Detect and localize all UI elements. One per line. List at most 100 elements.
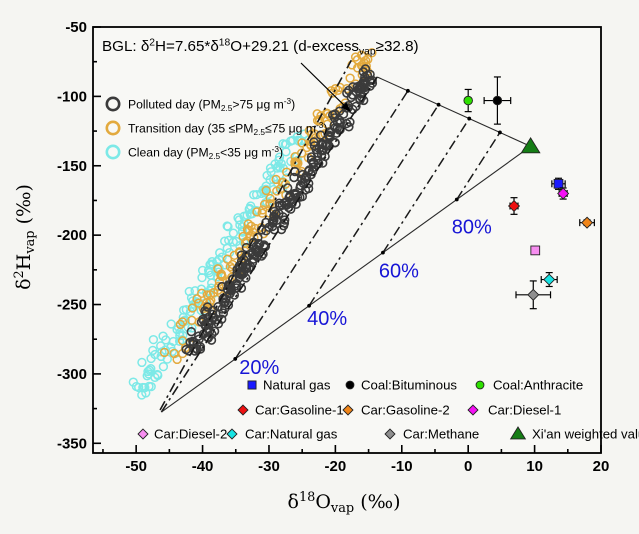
scatter-point-transition — [290, 157, 300, 167]
scatter-point-polluted — [264, 222, 274, 233]
scatter-point-clean — [140, 383, 150, 393]
scatter-point-polluted — [269, 206, 279, 217]
scatter-point-transition — [242, 236, 252, 246]
point-coal-anthracite — [463, 88, 473, 113]
point-car-diesel-1 — [557, 187, 570, 200]
x-tick-label: -40 — [192, 458, 214, 475]
fraction-tick-top — [405, 88, 410, 93]
bgl-annotation-text: BGL: δ2H=7.65*δ18O+29.21 (d-excessvap≥32… — [102, 38, 419, 58]
scatter-point-polluted — [258, 249, 268, 259]
scatter-point-transition — [261, 185, 271, 196]
x-tick-label: 20 — [593, 458, 610, 475]
legend-marker-diamond — [237, 404, 249, 416]
bgl-arrowhead — [341, 102, 351, 112]
legend-label: Coal:Bituminous — [361, 378, 457, 393]
scatter-point-clean — [249, 190, 259, 200]
scatter-point-transition — [367, 48, 377, 58]
y-tick-label: -200 — [57, 227, 87, 244]
y-tick-label: -150 — [57, 158, 87, 175]
scatter-point-clean — [134, 382, 144, 393]
legend-marker-diamond — [467, 404, 479, 416]
scatter-point-polluted — [282, 200, 292, 210]
day-legend: Polluted day (PM2.5>75 μg m-3) Transition… — [105, 96, 327, 161]
legend-label: Coal:Anthracite — [493, 378, 583, 393]
point-natural-gas — [551, 177, 566, 190]
y-tick-label: -250 — [57, 297, 87, 314]
scatter-point-polluted — [295, 180, 306, 191]
scatter-point-polluted — [308, 157, 319, 167]
scatter-point-transition — [312, 109, 322, 119]
mixing-top-line — [376, 76, 531, 147]
legend-marker-diamond — [137, 428, 149, 440]
scatter-point-polluted — [259, 240, 269, 250]
marker-square — [530, 245, 541, 256]
fraction-label: 80% — [452, 216, 492, 238]
scatter-point-polluted — [341, 118, 352, 129]
scatter-point-transition — [259, 199, 270, 210]
scatter-point-polluted — [346, 92, 356, 103]
marker-triangle — [520, 137, 541, 154]
scatter-point-clean — [206, 270, 216, 280]
scatter-cluster — [128, 48, 378, 400]
scatter-point-clean — [197, 272, 207, 283]
fraction-tick-top — [436, 102, 441, 107]
scatter-point-transition — [243, 219, 253, 229]
scatter-point-polluted — [195, 344, 206, 354]
marker-diamond — [581, 216, 594, 229]
scatter-point-transition — [352, 55, 363, 65]
x-tick-label: -50 — [125, 458, 147, 475]
scatter-point-polluted — [298, 178, 308, 188]
y-tick-label: -350 — [57, 435, 87, 452]
y-tick-label: -50 — [65, 19, 87, 36]
fraction-tick-top — [467, 116, 472, 121]
mixing-lines — [159, 59, 531, 413]
scatter-point-clean — [220, 236, 230, 246]
fraction-tick-bottom — [233, 357, 238, 361]
fraction-tick-bottom — [381, 250, 385, 255]
legend-marker-circle — [475, 380, 485, 390]
day-legend-label-polluted: Polluted day (PM2.5>75 μg m-3) — [128, 96, 295, 113]
scatter-point-clean — [196, 284, 207, 294]
scatter-point-transition — [222, 254, 233, 264]
scatter-point-polluted — [253, 238, 264, 249]
scatter-point-polluted — [235, 269, 245, 279]
scatter-point-polluted — [300, 174, 310, 184]
scatter-point-polluted — [207, 329, 217, 339]
scatter-point-polluted — [351, 101, 361, 112]
point-car-diesel-2 — [530, 245, 541, 256]
y-axis-title: δ2Hvap (‰) — [12, 184, 38, 290]
marker-circle — [463, 95, 473, 106]
x-axis-title: δ18Ovap (‰) — [287, 490, 400, 516]
fraction-label: 40% — [307, 308, 347, 330]
scatter-point-polluted — [317, 138, 327, 149]
legend-label: Car:Diesel-1 — [488, 403, 561, 418]
scatter-point-transition — [342, 83, 352, 94]
x-tick-label: -10 — [391, 458, 413, 475]
scatter-point-polluted — [330, 109, 340, 119]
day-legend-label-clean: Clean day (PM2.5<35 μg m-3) — [128, 144, 283, 161]
legend-marker-circle — [345, 380, 355, 390]
day-legend-marker-polluted — [105, 96, 121, 112]
scatter-point-polluted — [247, 249, 258, 260]
scatter-point-transition — [197, 288, 207, 298]
percentage-labels: 20% 40% 60% 80% — [239, 216, 492, 378]
marker-square — [553, 178, 564, 189]
fraction-line-20% — [234, 90, 409, 360]
scatter-point-transition — [314, 114, 324, 125]
legend-marker-diamond — [226, 428, 238, 440]
fraction-label: 20% — [239, 357, 279, 379]
scatter-point-polluted — [218, 308, 229, 318]
scatter-point-clean — [247, 209, 257, 219]
scatter-point-polluted — [191, 343, 201, 354]
scatter-point-polluted — [325, 132, 335, 143]
scatter-point-transition — [192, 294, 202, 304]
scatter-point-polluted — [242, 260, 253, 270]
scatter-point-polluted — [186, 327, 197, 337]
scatter-point-polluted — [236, 270, 247, 280]
scatter-point-clean — [228, 228, 239, 238]
legend-marker-diamond — [384, 428, 396, 440]
fraction-line-80% — [456, 132, 501, 200]
day-legend-marker-clean — [105, 144, 121, 160]
